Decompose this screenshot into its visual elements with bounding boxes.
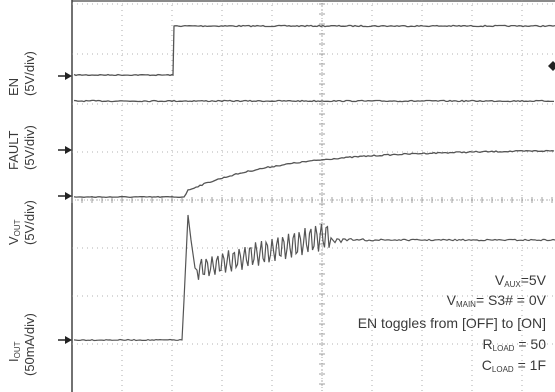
- trace-en: [73, 24, 555, 77]
- channel-scale-en: (5V/div): [22, 51, 37, 96]
- traces: [73, 24, 555, 342]
- channel-scale-iout: (50mA/div): [22, 313, 37, 376]
- channel-markers: [58, 61, 555, 344]
- marker-arrow-1: [65, 146, 72, 154]
- trigger-marker: [548, 61, 555, 71]
- channel-scale-fault: (5V/div): [22, 125, 37, 170]
- channel-scale-vout: (5V/div): [22, 200, 37, 245]
- annotation-cload: CLOAD = 1F: [481, 357, 546, 374]
- marker-arrow-0: [65, 72, 72, 80]
- trace-vout: [73, 149, 555, 199]
- grid: [71, 0, 555, 392]
- marker-arrow-3: [65, 336, 72, 344]
- channel-label-en: EN: [6, 77, 21, 96]
- marker-arrow-2: [65, 192, 72, 200]
- trace-fault: [73, 99, 554, 103]
- trace-iout: [73, 214, 555, 342]
- annotation-en-toggle: EN toggles from [OFF] to [ON]: [357, 315, 546, 331]
- annotation-rload: RLOAD = 50: [482, 336, 546, 353]
- annotation-vaux: VAUX=5V: [494, 272, 546, 289]
- channel-label-fault: FAULT: [6, 130, 21, 171]
- annotation-vmain: VMAIN= S3# = 0V: [446, 292, 546, 309]
